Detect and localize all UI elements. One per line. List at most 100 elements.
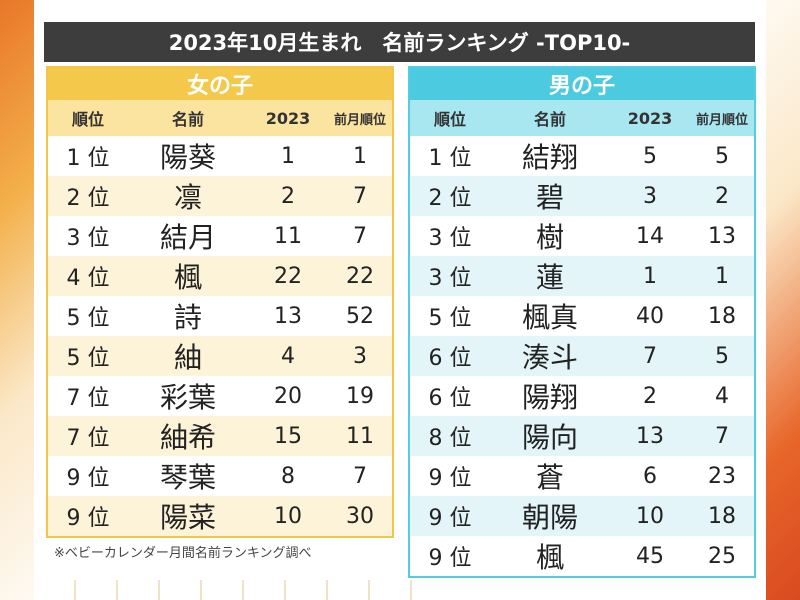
cell-prev: 19 [346, 383, 374, 409]
cell-year: 7 [643, 343, 657, 369]
cell-rank: 9 位 [66, 506, 110, 531]
cell-name: 紬希 [159, 421, 216, 454]
table-row: 9 位 陽菜 10 30 [48, 496, 392, 536]
cell-name: 紬 [173, 341, 202, 374]
decorative-pattern [34, 580, 414, 600]
cell-name: 陽向 [521, 421, 578, 454]
col-year: 2023 [265, 108, 311, 128]
source-note: ※ベビーカレンダー月間名前ランキング調べ [54, 546, 312, 561]
col-name: 名前 [171, 110, 204, 129]
cell-name: 陽翔 [521, 381, 578, 414]
table-row: 9 位 楓 45 25 [410, 536, 754, 576]
cell-name: 蓮 [535, 261, 564, 294]
table-row: 5 位 詩 13 52 [48, 296, 392, 336]
cell-year: 22 [274, 263, 302, 289]
cell-prev: 13 [708, 223, 736, 249]
cell-name: 楓 [535, 541, 564, 574]
cell-rank: 3 位 [66, 226, 110, 251]
table-row: 7 位 紬希 15 11 [48, 416, 392, 456]
cell-prev: 1 [353, 143, 367, 169]
cell-year: 45 [636, 543, 664, 569]
cell-year: 6 [643, 463, 657, 489]
table-row: 5 位 紬 4 3 [48, 336, 392, 376]
cell-prev: 7 [353, 223, 367, 249]
cell-year: 14 [636, 223, 664, 249]
cell-year: 20 [274, 383, 302, 409]
col-prev: 前月順位 [333, 112, 386, 128]
table-row: 3 位 結月 11 7 [48, 216, 392, 256]
cell-prev: 18 [708, 303, 736, 329]
cell-prev: 5 [715, 343, 729, 369]
cell-prev: 4 [715, 383, 729, 409]
cell-name: 楓真 [521, 301, 578, 334]
cell-prev: 30 [346, 503, 374, 529]
cell-year: 1 [281, 143, 295, 169]
table-row: 4 位 楓 22 22 [48, 256, 392, 296]
cell-rank: 9 位 [428, 546, 472, 571]
col-prev: 前月順位 [695, 112, 748, 128]
cell-prev: 5 [715, 143, 729, 169]
page-title: 2023年10月生まれ 名前ランキング -TOP10- [44, 22, 755, 62]
cell-year: 2 [281, 183, 295, 209]
cell-rank: 9 位 [66, 466, 110, 491]
cell-prev: 7 [353, 183, 367, 209]
col-name: 名前 [533, 110, 566, 129]
table-row: 1 位 陽葵 1 1 [48, 136, 392, 176]
cell-prev: 23 [708, 463, 736, 489]
cell-prev: 2 [715, 183, 729, 209]
cell-name: 結月 [159, 221, 216, 254]
table-row: 6 位 陽翔 2 4 [410, 376, 754, 416]
cell-name: 蒼 [535, 461, 564, 494]
cell-year: 11 [274, 223, 302, 249]
cell-name: 凛 [173, 181, 202, 214]
cell-name: 陽葵 [159, 141, 216, 174]
cell-year: 2 [643, 383, 657, 409]
cell-rank: 6 位 [428, 346, 472, 371]
cell-rank: 5 位 [66, 346, 110, 371]
cell-rank: 9 位 [428, 506, 472, 531]
cell-rank: 8 位 [428, 426, 472, 451]
cell-rank: 2 位 [66, 186, 110, 211]
cell-name: 琴葉 [159, 461, 216, 494]
cell-year: 10 [636, 503, 664, 529]
column-headers: 順位 名前 2023 前月順位 [410, 100, 754, 136]
cell-prev: 3 [353, 343, 367, 369]
cell-year: 8 [281, 463, 295, 489]
cell-year: 1 [643, 263, 657, 289]
cell-name: 陽菜 [159, 501, 216, 534]
table-row: 1 位 結翔 5 5 [410, 136, 754, 176]
cell-year: 10 [274, 503, 302, 529]
col-rank: 順位 [71, 110, 104, 129]
cell-rank: 4 位 [66, 266, 110, 291]
table-row: 7 位 彩葉 20 19 [48, 376, 392, 416]
cell-prev: 22 [346, 263, 374, 289]
table-row: 2 位 碧 3 2 [410, 176, 754, 216]
table-row: 5 位 楓真 40 18 [410, 296, 754, 336]
cell-name: 朝陽 [521, 501, 578, 534]
cell-prev: 7 [715, 423, 729, 449]
table-row: 3 位 樹 14 13 [410, 216, 754, 256]
cell-rank: 1 位 [428, 146, 472, 171]
column-headers: 順位 名前 2023 前月順位 [48, 100, 392, 136]
cell-prev: 52 [346, 303, 374, 329]
table-row: 9 位 朝陽 10 18 [410, 496, 754, 536]
cell-name: 碧 [535, 181, 564, 214]
girls-header: 女の子 [48, 68, 392, 100]
cell-prev: 1 [715, 263, 729, 289]
cell-rank: 9 位 [428, 466, 472, 491]
table-row: 3 位 蓮 1 1 [410, 256, 754, 296]
cell-name: 楓 [173, 261, 202, 294]
cell-year: 4 [281, 343, 295, 369]
boys-header: 男の子 [410, 68, 754, 100]
table-row: 9 位 蒼 6 23 [410, 456, 754, 496]
cell-rank: 7 位 [66, 426, 110, 451]
cell-rank: 5 位 [428, 306, 472, 331]
cell-rank: 3 位 [428, 226, 472, 251]
table-row: 8 位 陽向 13 7 [410, 416, 754, 456]
cell-name: 樹 [535, 221, 564, 254]
cell-year: 13 [274, 303, 302, 329]
cell-prev: 11 [346, 423, 374, 449]
cell-year: 15 [274, 423, 302, 449]
